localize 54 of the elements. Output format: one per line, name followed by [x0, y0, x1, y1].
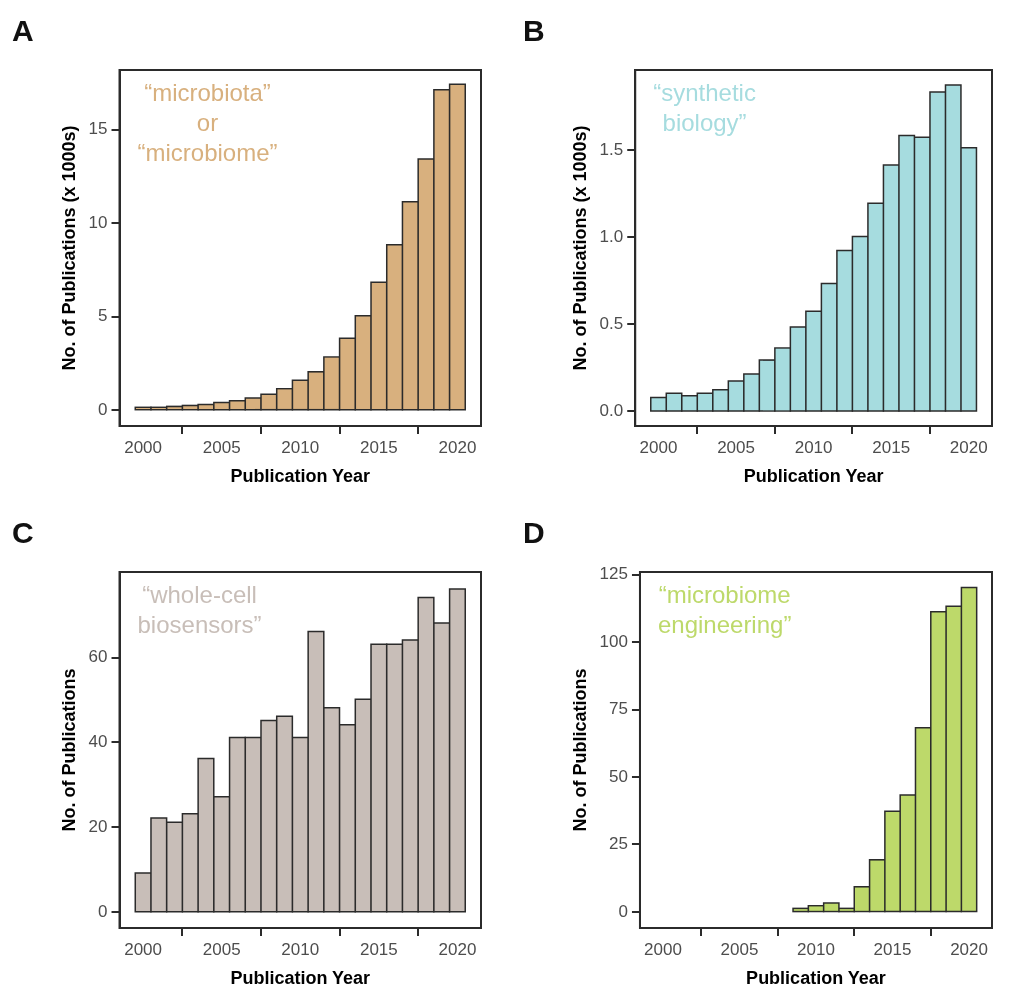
y-axis-title: No. of Publications: [569, 668, 590, 832]
y-axis-title: No. of Publications (x 1000s): [569, 125, 590, 371]
x-axis-title: Publication Year: [743, 466, 884, 487]
chart-title: B: [523, 14, 545, 48]
y-tick-label: 125: [599, 564, 628, 584]
x-tick-label: 2005: [202, 939, 241, 959]
x-tick-label: 2000: [124, 437, 162, 457]
annotation: “synthetic biology”: [653, 78, 756, 136]
y-axis-title: No. of Publications: [58, 668, 79, 832]
x-tick-label: 2005: [720, 939, 759, 959]
y-axis-title: No. of Publications (x 1000s): [58, 125, 79, 371]
y-tick-label: 25: [609, 834, 628, 854]
x-tick-label: 2000: [124, 939, 162, 959]
y-tick-label: 15: [88, 119, 108, 139]
y-tick-label: 20: [88, 816, 108, 836]
x-axis-title: Publication Year: [230, 968, 371, 989]
chart-title: D: [523, 516, 545, 550]
annotation: “microbiome engineering”: [657, 580, 792, 638]
x-tick-label: 2015: [872, 437, 911, 457]
x-tick-label: 2000: [644, 939, 682, 959]
x-tick-label: 2010: [281, 939, 320, 959]
y-tick-label: 40: [88, 732, 108, 752]
chart-title: C: [12, 516, 34, 550]
y-tick-label: 100: [599, 631, 628, 651]
x-tick-label: 2010: [794, 437, 833, 457]
y-tick-label: 0.0: [599, 401, 624, 421]
y-tick-label: 50: [609, 766, 628, 786]
x-axis-title: Publication Year: [746, 968, 886, 989]
x-tick-label: 2010: [281, 437, 320, 457]
x-tick-label: 2020: [950, 939, 988, 959]
y-tick-label: 0.5: [599, 313, 624, 333]
x-tick-label: 2015: [359, 437, 398, 457]
x-axis-title: Publication Year: [230, 466, 371, 487]
x-tick-label: 2020: [438, 939, 477, 959]
x-tick-label: 2015: [873, 939, 912, 959]
x-tick-label: 2000: [639, 437, 678, 457]
y-tick-label: 75: [609, 699, 628, 719]
y-tick-label: 0: [618, 901, 628, 921]
y-tick-label: 60: [88, 647, 108, 667]
y-tick-label: 5: [98, 306, 108, 326]
annotation: “microbiota” or “microbiome”: [137, 78, 278, 166]
chart-title: A: [12, 14, 34, 48]
x-tick-label: 2015: [359, 939, 398, 959]
x-tick-label: 2005: [717, 437, 755, 457]
x-tick-label: 2020: [949, 437, 988, 457]
x-tick-label: 2010: [797, 939, 835, 959]
x-tick-label: 2005: [202, 437, 241, 457]
x-tick-label: 2020: [438, 437, 477, 457]
y-tick-label: 0: [98, 901, 108, 921]
y-tick-label: 1.0: [599, 226, 624, 246]
y-tick-label: 1.5: [599, 139, 624, 159]
y-tick-label: 10: [88, 212, 108, 232]
annotation: “whole-cell biosensors”: [137, 580, 262, 638]
y-tick-label: 0: [98, 399, 108, 419]
